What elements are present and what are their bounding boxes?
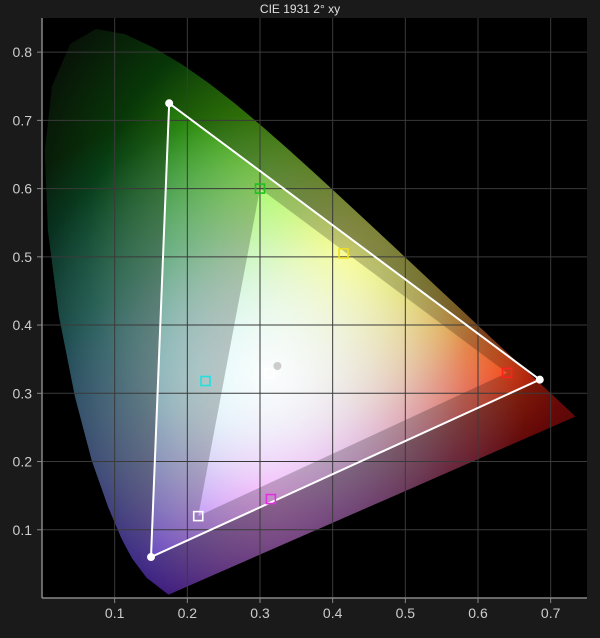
color-point-measured-white	[273, 362, 281, 370]
y-tick-label: 0.7	[13, 112, 33, 128]
y-tick-label: 0.2	[13, 454, 33, 470]
y-tick-label: 0.4	[13, 317, 33, 333]
y-tick-label: 0.3	[13, 385, 33, 401]
x-tick-label: 0.2	[178, 605, 198, 621]
y-tick-label: 0.1	[13, 522, 33, 538]
chart-container: CIE 1931 2° xy 0.10.20.30.40.50.60.70.10…	[0, 0, 600, 638]
gamut-vertex	[147, 553, 155, 561]
x-tick-label: 0.6	[468, 605, 488, 621]
y-tick-label: 0.5	[13, 249, 33, 265]
y-tick-label: 0.8	[13, 44, 33, 60]
x-tick-label: 0.4	[323, 605, 343, 621]
gamut-vertex	[165, 99, 173, 107]
x-tick-label: 0.1	[105, 605, 125, 621]
cie-chart-svg: 0.1 0.2 0.3 0.4 0.5 0.6 0.7 0.1 0.2 0.3 0.4 0.5 0.6 0…	[0, 0, 600, 638]
x-tick-label: 0.5	[396, 605, 416, 621]
x-tick-label: 0.3	[250, 605, 270, 621]
gamut-vertex	[536, 376, 544, 384]
x-tick-label: 0.7	[541, 605, 561, 621]
y-tick-label: 0.6	[13, 181, 33, 197]
